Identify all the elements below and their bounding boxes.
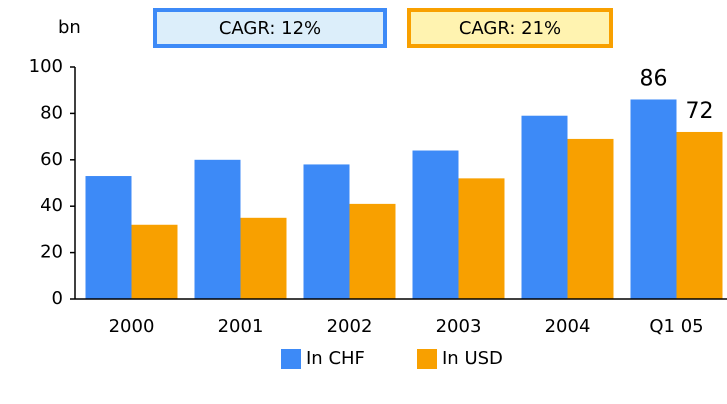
bar	[630, 99, 677, 299]
bar	[194, 159, 241, 299]
y-tick-label: 0	[52, 288, 63, 309]
annotation-box	[407, 8, 613, 48]
y-tick-label: 80	[40, 102, 63, 123]
x-tick-label: 2000	[109, 316, 155, 337]
annotation: CAGR: 21%	[459, 18, 561, 39]
bar	[458, 178, 505, 299]
legend-label: In USD	[442, 348, 503, 369]
x-tick-label: 2004	[545, 316, 591, 337]
bar	[85, 176, 132, 299]
legend-swatch	[281, 349, 301, 369]
x-tick-label: 2003	[436, 316, 482, 337]
annotation-box	[153, 8, 387, 48]
legend-label: In CHF	[306, 348, 365, 369]
bar	[131, 224, 178, 299]
x-tick-label: Q1 05	[649, 316, 703, 337]
x-tick-label: 2001	[218, 316, 264, 337]
y-tick-label: 60	[40, 149, 63, 170]
x-tick-label: 2002	[327, 316, 373, 337]
bar	[521, 115, 568, 299]
y-axis-label: bn	[58, 17, 81, 38]
y-tick-label: 20	[40, 242, 63, 263]
bar	[349, 203, 396, 299]
bar	[240, 217, 287, 299]
bar	[412, 150, 459, 299]
bar	[676, 131, 723, 299]
annotation: CAGR: 12%	[219, 18, 321, 39]
bar	[303, 164, 350, 299]
y-tick-label: 40	[40, 195, 63, 216]
y-tick-label: 100	[29, 56, 63, 77]
bar	[567, 138, 614, 299]
data-label: 86	[640, 66, 668, 91]
data-label: 72	[686, 99, 714, 124]
legend-swatch	[417, 349, 437, 369]
